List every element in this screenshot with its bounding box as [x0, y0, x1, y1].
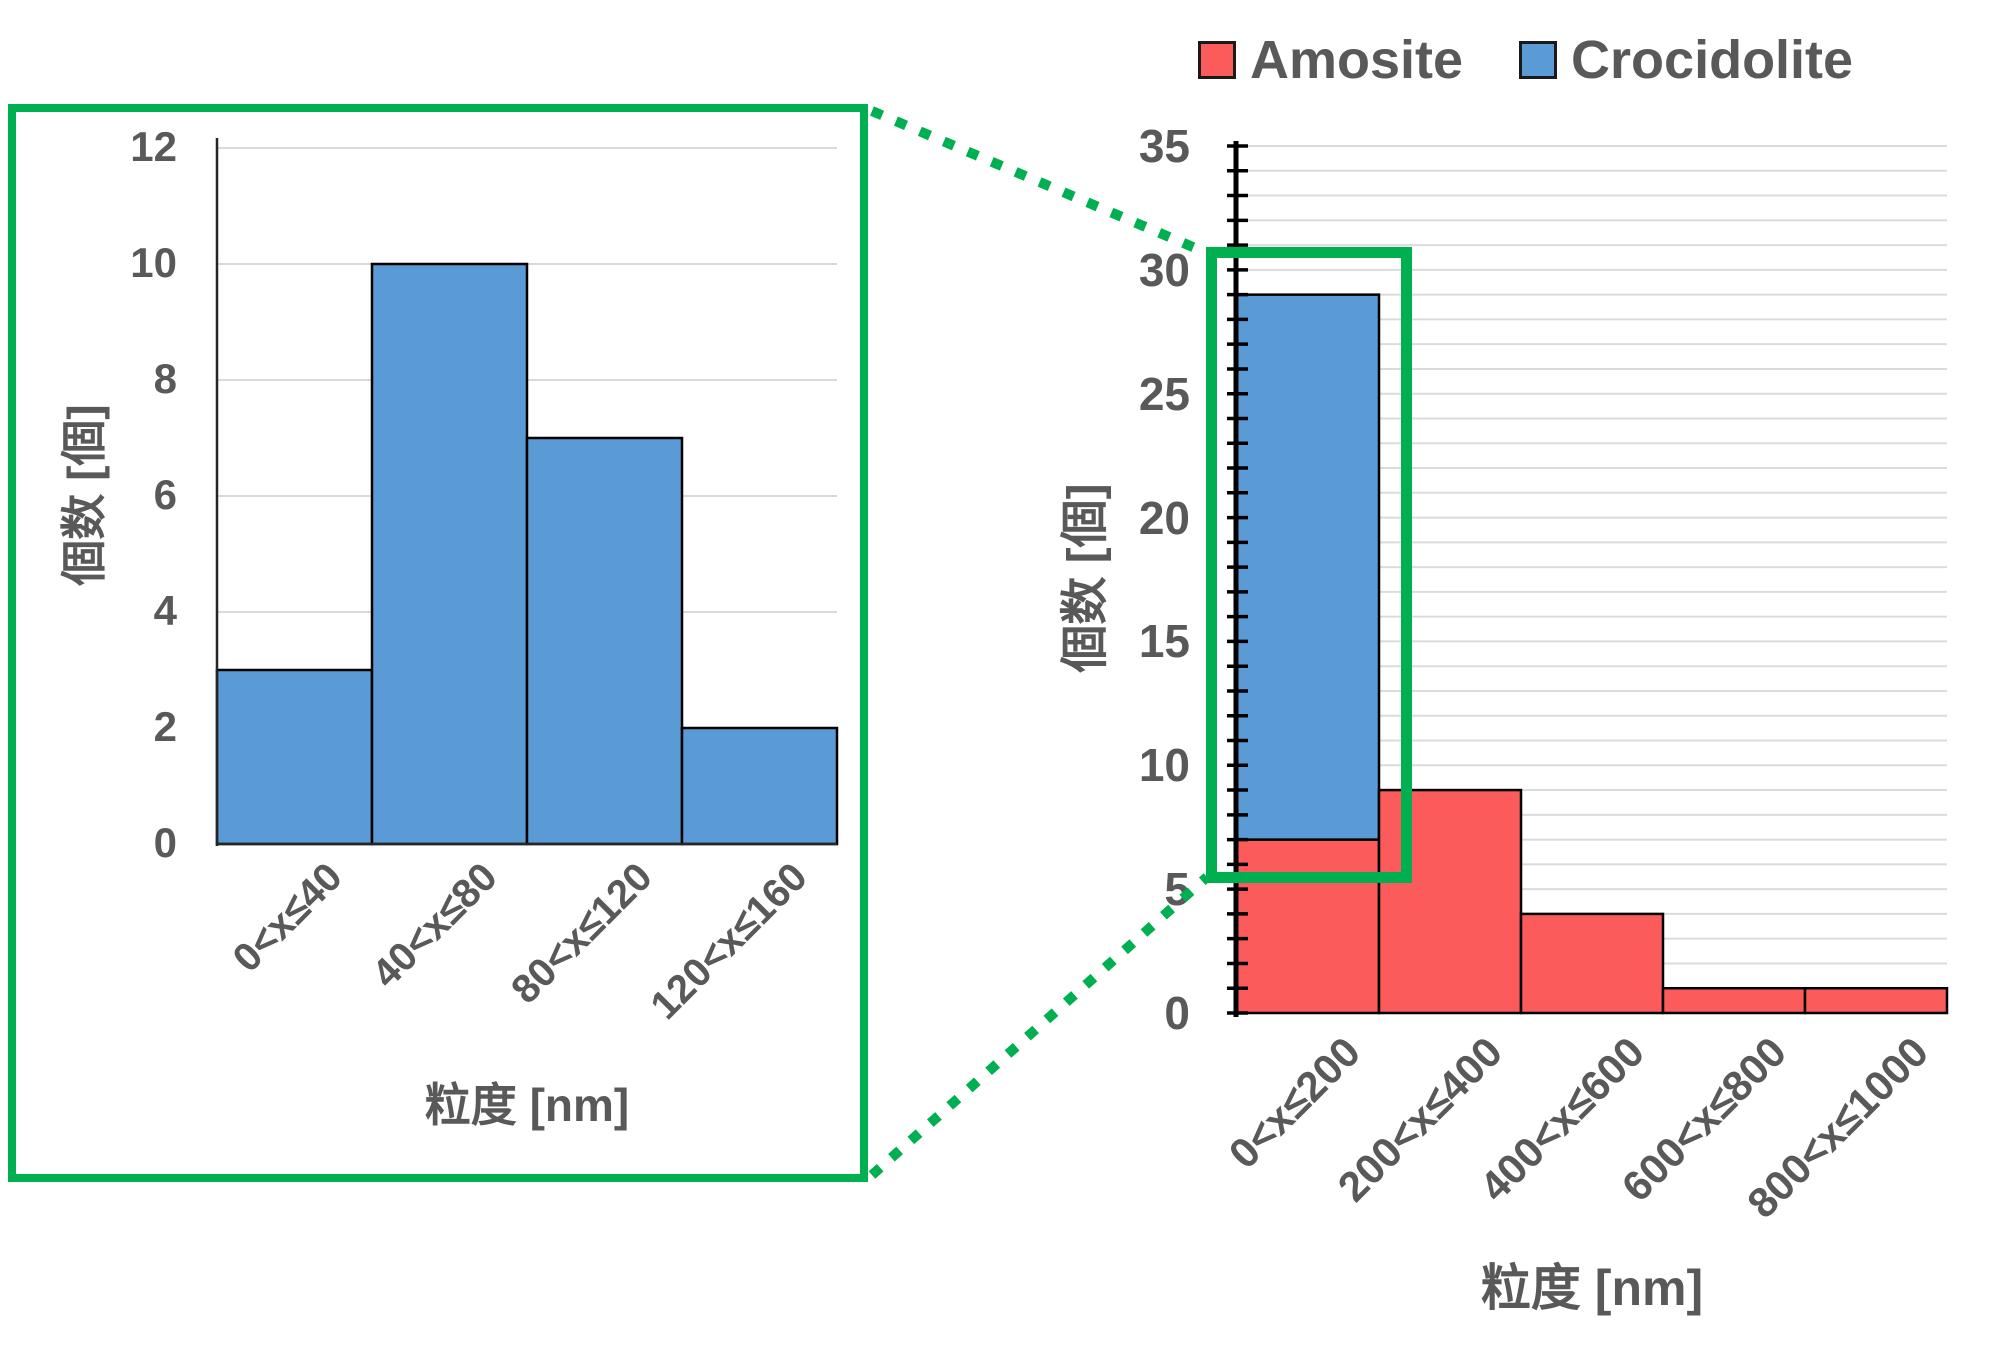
zoom-region-box: [1206, 247, 1412, 883]
y-tick-label: 10: [130, 239, 177, 286]
bar: [525, 436, 684, 846]
legend-item: Crocidolite: [1519, 33, 1853, 87]
main-x-axis-title: 粒度 [nm]: [1480, 1260, 1704, 1316]
bar-segment: [1661, 986, 1807, 1015]
y-tick-label: 0: [153, 819, 177, 866]
zoom-callout-line: [870, 106, 1209, 258]
y-tick-label: 0: [1164, 987, 1190, 1039]
y-tick-label: 20: [1138, 491, 1190, 544]
bar: [680, 726, 839, 846]
y-tick-label: 6: [153, 471, 177, 518]
bar-segment: [1235, 293, 1381, 841]
legend-label: Amosite: [1250, 30, 1464, 90]
y-tick-label: 12: [130, 123, 177, 170]
legend-item: Amosite: [1198, 33, 1463, 87]
legend-swatch: [1519, 41, 1558, 79]
y-tick-label: 2: [153, 703, 177, 750]
inset-panel-border: [8, 104, 868, 1182]
y-tick-label: 15: [1138, 615, 1190, 668]
legend-swatch: [1198, 41, 1236, 79]
legend: Amosite Crocidolite: [1198, 33, 1853, 87]
y-tick-label: 25: [1138, 367, 1190, 420]
zoom-callout-line: [868, 873, 1211, 1179]
y-tick-label: 4: [153, 587, 177, 634]
y-tick-label: 8: [153, 355, 177, 402]
bar-segment: [1803, 986, 1949, 1015]
bar-segment: [1519, 912, 1665, 1015]
inset-x-axis-title: 粒度 [nm]: [424, 1079, 630, 1131]
legend-label: Crocidolite: [1571, 30, 1854, 90]
y-tick-label: 10: [1138, 739, 1190, 792]
y-tick-label: 35: [1138, 120, 1190, 172]
y-tick-label: 30: [1138, 243, 1190, 296]
